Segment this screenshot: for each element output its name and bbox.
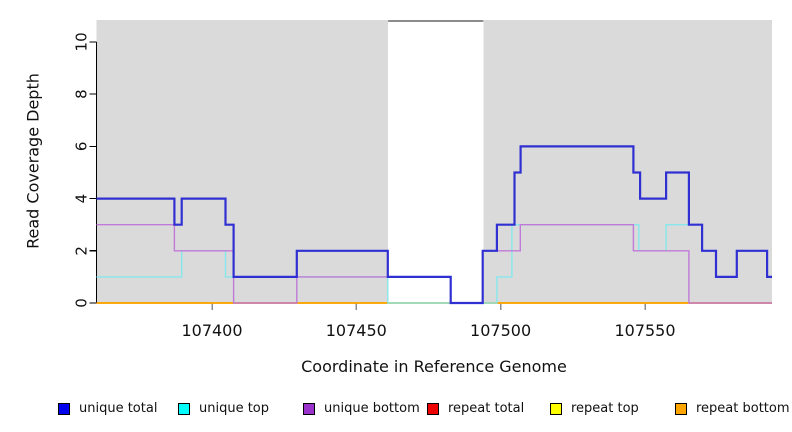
y-axis-title: Read Coverage Depth bbox=[23, 73, 43, 249]
legend-label: repeat top bbox=[571, 401, 639, 416]
legend-label: repeat bottom bbox=[696, 401, 790, 416]
legend-item-unique-bottom: unique bottom bbox=[303, 401, 420, 416]
unique-total-swatch-icon bbox=[58, 402, 70, 415]
x-tick-label: 107500 bbox=[470, 321, 531, 340]
legend-item-unique-total: unique total bbox=[58, 401, 157, 416]
x-axis-title: Coordinate in Reference Genome bbox=[301, 357, 567, 376]
repeat-top-swatch-icon bbox=[550, 402, 562, 415]
y-tick-label: 4 bbox=[73, 194, 91, 204]
unique-top-swatch-icon bbox=[178, 402, 190, 415]
legend-item-repeat-top: repeat top bbox=[550, 401, 639, 416]
legend-label: unique bottom bbox=[324, 401, 420, 416]
y-tick-label: 2 bbox=[73, 246, 91, 256]
legend-item-repeat-total: repeat total bbox=[427, 401, 524, 416]
legend-label: repeat total bbox=[448, 401, 525, 416]
x-tick-label: 107450 bbox=[326, 321, 387, 340]
legend-label: unique total bbox=[79, 401, 158, 416]
legend-item-unique-top: unique top bbox=[178, 401, 269, 416]
shaded-region bbox=[96, 20, 389, 303]
coverage-plot: 0 2 4 6 8 10 107400 107450 107500 107550 bbox=[73, 20, 772, 340]
y-tick-label: 0 bbox=[73, 298, 91, 308]
repeat-total-swatch-icon bbox=[427, 402, 439, 415]
x-tick-label: 107400 bbox=[181, 321, 242, 340]
unique-bottom-swatch-icon bbox=[303, 402, 315, 415]
legend-item-repeat-bottom: repeat bottom bbox=[675, 401, 790, 416]
legend-label: unique top bbox=[199, 401, 270, 416]
series-line-unique-total bbox=[96, 145, 772, 305]
y-tick-label: 8 bbox=[73, 89, 91, 99]
shaded-region bbox=[483, 20, 772, 303]
y-tick-label: 6 bbox=[73, 142, 91, 152]
repeat-bottom-swatch-icon bbox=[675, 402, 687, 415]
x-tick-label: 107550 bbox=[614, 321, 675, 340]
y-tick-label: 10 bbox=[73, 32, 91, 51]
